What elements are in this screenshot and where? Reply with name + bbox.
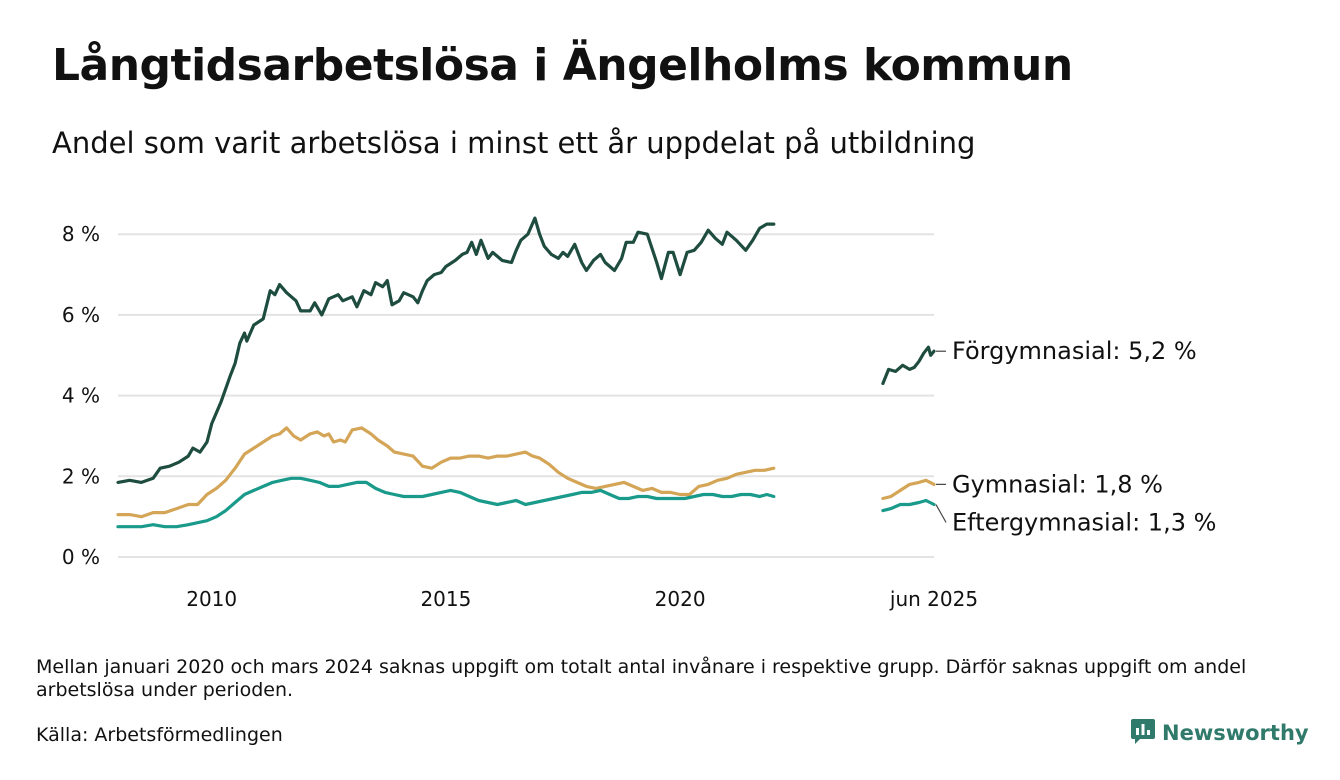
source-text: Källa: Arbetsförmedlingen [36,724,283,746]
y-tick-label: 8 % [62,222,100,246]
x-tick-label: 2015 [420,587,471,611]
end-labels: Förgymnasial: 5,2 % Gymnasial: 1,8 % Efter… [935,337,1216,536]
line-chart: 0 % 2 % 4 % 6 % 8 % 2010 2015 2020 jun 2025 För… [62,216,1216,611]
series-line-gymnasial [116,426,776,519]
series-line-förgymnasial [881,345,936,386]
series-line-eftergymnasial [881,498,936,513]
series-line-gymnasial [881,478,936,501]
end-label-förgymnasial: Förgymnasial: 5,2 % [952,337,1197,365]
brand-name: Newsworthy [1162,721,1309,745]
x-tick-label: 2020 [655,587,706,611]
y-tick-label: 2 % [62,464,100,488]
end-label-eftergymnasial: Eftergymnasial: 1,3 % [952,508,1216,536]
x-axis-ticks: 2010 2015 2020 jun 2025 [186,587,978,611]
end-label-gymnasial: Gymnasial: 1,8 % [952,470,1163,498]
y-tick-label: 6 % [62,303,100,327]
series-lines [116,216,936,529]
grid-lines [118,233,934,558]
newsworthy-logo: Newsworthy [1130,716,1309,750]
y-axis-ticks: 0 % 2 % 4 % 6 % 8 % [62,222,100,569]
chart-subtitle: Andel som varit arbetslösa i minst ett å… [52,126,976,160]
footnote: Mellan januari 2020 och mars 2024 saknas… [36,656,1247,701]
x-tick-label: jun 2025 [889,587,978,611]
label-connector-eftergymnasial [935,504,947,523]
x-tick-label: 2010 [186,587,237,611]
y-tick-label: 0 % [62,545,100,569]
series-line-eftergymnasial [116,476,776,529]
chart-title: Långtidsarbetslösa i Ängelholms kommun [52,40,1073,91]
y-tick-label: 4 % [62,384,100,408]
bar-chart-speech-bubble-icon [1130,716,1156,750]
series-line-förgymnasial [116,216,776,484]
